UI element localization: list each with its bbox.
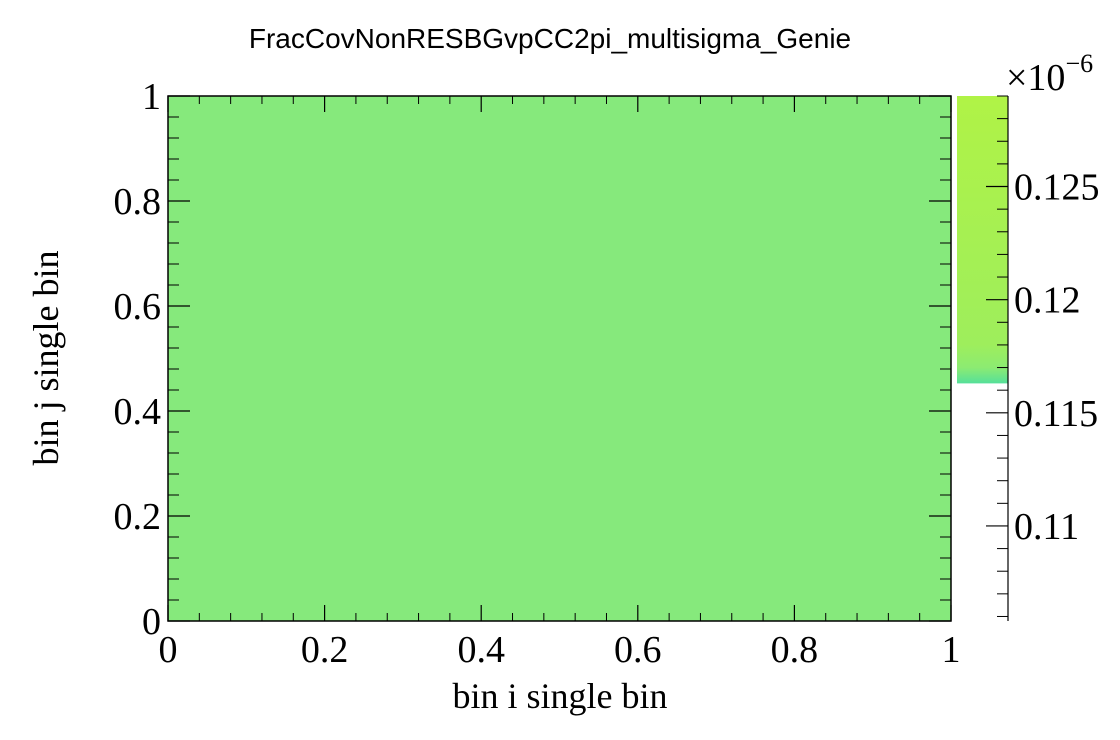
- colorbar: 0.11 0.115 0.12 0.125: [957, 95, 1100, 621]
- plot-area: [167, 95, 952, 622]
- colorbar-tick-label: 0.11: [1014, 506, 1079, 548]
- y-tick-label: 0.6: [114, 286, 162, 328]
- colorbar-tick-label: 0.12: [1014, 280, 1081, 322]
- colorbar-tick-label: 0.115: [1014, 393, 1098, 435]
- x-axis: 0 0.2 0.4 0.6 0.8 1: [159, 96, 961, 671]
- x-tick-label: 1: [942, 629, 961, 671]
- y-tick-label: 0: [142, 601, 161, 643]
- x-tick-label: 0: [159, 629, 178, 671]
- x-tick-label: 0.2: [301, 629, 349, 671]
- colorbar-tick-label: 0.125: [1014, 167, 1100, 209]
- x-tick-label: 0.6: [614, 629, 662, 671]
- y-tick-label: 1: [142, 76, 161, 118]
- colorbar-fill: [957, 96, 1008, 384]
- x-tick-label: 0.8: [771, 629, 819, 671]
- x-tick-label: 0.4: [457, 629, 505, 671]
- y-tick-label: 0.8: [114, 181, 162, 223]
- colorbar-multiplier: ×10−6: [1006, 49, 1093, 99]
- heatmap-cell: [168, 96, 951, 621]
- y-axis: 0 0.2 0.4 0.6 0.8 1: [114, 76, 951, 643]
- chart-title: FracCovNonRESBGvpCC2pi_multisigma_Genie: [249, 23, 851, 54]
- x-axis-label: bin i single bin: [453, 676, 668, 716]
- y-tick-label: 0.2: [114, 496, 162, 538]
- y-tick-label: 0.4: [114, 391, 162, 433]
- plot-frame: [167, 95, 952, 622]
- y-axis-label: bin j single bin: [26, 251, 66, 466]
